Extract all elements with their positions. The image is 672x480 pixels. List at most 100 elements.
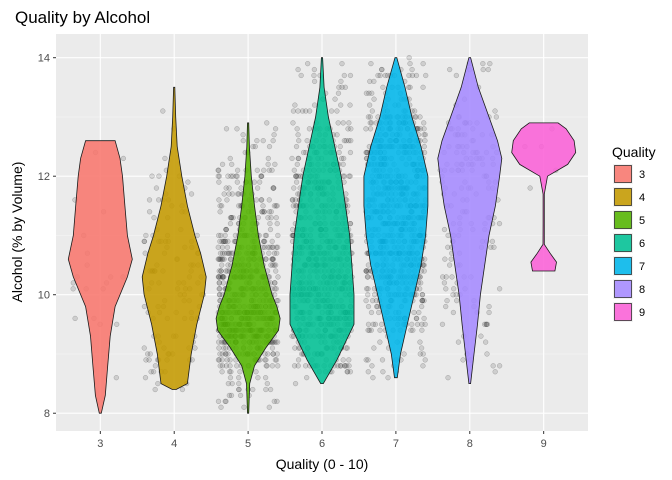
jitter-point (265, 215, 271, 221)
jitter-point (261, 209, 267, 215)
jitter-point (418, 280, 424, 286)
jitter-point (406, 72, 412, 79)
jitter-point (160, 108, 166, 114)
jitter-point (215, 167, 221, 173)
jitter-point (487, 60, 493, 67)
jitter-point (344, 369, 350, 375)
jitter-point (267, 386, 274, 393)
jitter-point (346, 138, 352, 144)
jitter-point (484, 321, 491, 327)
jitter-point (274, 398, 280, 405)
jitter-point (486, 303, 492, 310)
jitter-point (149, 173, 155, 179)
jitter-point (263, 386, 269, 393)
jitter-point (377, 327, 383, 333)
jitter-point (225, 380, 232, 387)
jitter-point (421, 143, 427, 150)
jitter-point (148, 369, 154, 375)
jitter-point (295, 363, 301, 369)
jitter-point (219, 161, 226, 168)
jitter-point (480, 66, 486, 73)
jitter-point (270, 185, 276, 191)
jitter-point (292, 102, 298, 108)
jitter-point (421, 120, 427, 126)
jitter-point (261, 238, 268, 245)
jitter-point (215, 274, 222, 280)
jitter-point (346, 363, 352, 369)
jitter-point (442, 256, 448, 262)
jitter-point (228, 250, 234, 256)
jitter-point (218, 232, 224, 239)
jitter-point (443, 303, 449, 310)
x-tick-label: 6 (319, 438, 325, 450)
jitter-point (343, 138, 349, 144)
jitter-point (226, 369, 233, 375)
jitter-point (219, 262, 225, 268)
jitter-point (226, 191, 232, 197)
jitter-point (445, 232, 451, 239)
jitter-point (147, 351, 153, 357)
jitter-point (295, 66, 301, 73)
jitter-point (408, 327, 414, 333)
jitter-point (299, 108, 306, 114)
jitter-point (271, 132, 277, 138)
jitter-point (272, 126, 279, 132)
jitter-point (218, 339, 225, 345)
jitter-point (489, 238, 496, 245)
jitter-point (271, 262, 277, 268)
jitter-point (270, 185, 277, 191)
jitter-point (338, 155, 345, 162)
jitter-point (493, 114, 500, 120)
jitter-point (144, 351, 151, 357)
jitter-point (293, 173, 299, 179)
legend-label-5: 5 (639, 215, 645, 227)
jitter-point (420, 363, 426, 369)
jitter-point (368, 327, 374, 333)
jitter-point (228, 215, 235, 221)
jitter-point (219, 256, 225, 262)
jitter-point (422, 132, 428, 138)
violins (67, 57, 577, 414)
jitter-point (311, 66, 318, 73)
jitter-point (150, 369, 157, 375)
violin-6 (289, 57, 355, 384)
jitter-point (259, 209, 265, 215)
jitter-point (262, 232, 269, 239)
jitter-point (269, 256, 276, 262)
jitter-point (235, 191, 241, 197)
jitter-point (227, 220, 234, 227)
jitter-point (72, 315, 78, 322)
jitter-point (293, 143, 300, 150)
jitter-point (348, 126, 354, 132)
jitter-point (270, 185, 277, 191)
jitter-point (236, 386, 242, 393)
jitter-point (295, 132, 301, 138)
jitter-point (229, 380, 235, 387)
jitter-point (419, 297, 425, 304)
jitter-point (366, 102, 373, 108)
jitter-point (228, 392, 235, 399)
jitter-point (413, 315, 420, 322)
jitter-point (227, 375, 234, 381)
jitter-point (295, 173, 301, 179)
jitter-point (371, 345, 377, 351)
jitter-point (311, 102, 318, 108)
jitter-point (262, 357, 268, 363)
jitter-point (409, 66, 415, 73)
jitter-point (363, 268, 369, 274)
jitter-point (223, 126, 230, 132)
jitter-point (441, 226, 448, 233)
jitter-point (264, 363, 270, 369)
jitter-point (367, 78, 373, 85)
jitter-point (227, 256, 234, 262)
jitter-point (153, 185, 160, 191)
jitter-point (380, 84, 386, 90)
jitter-point (291, 167, 297, 173)
jitter-point (234, 126, 240, 132)
jitter-point (224, 250, 230, 256)
jitter-point (215, 256, 221, 262)
jitter-point (238, 185, 244, 191)
jitter-point (114, 321, 120, 327)
jitter-point (241, 404, 247, 410)
jitter-point (268, 209, 274, 215)
